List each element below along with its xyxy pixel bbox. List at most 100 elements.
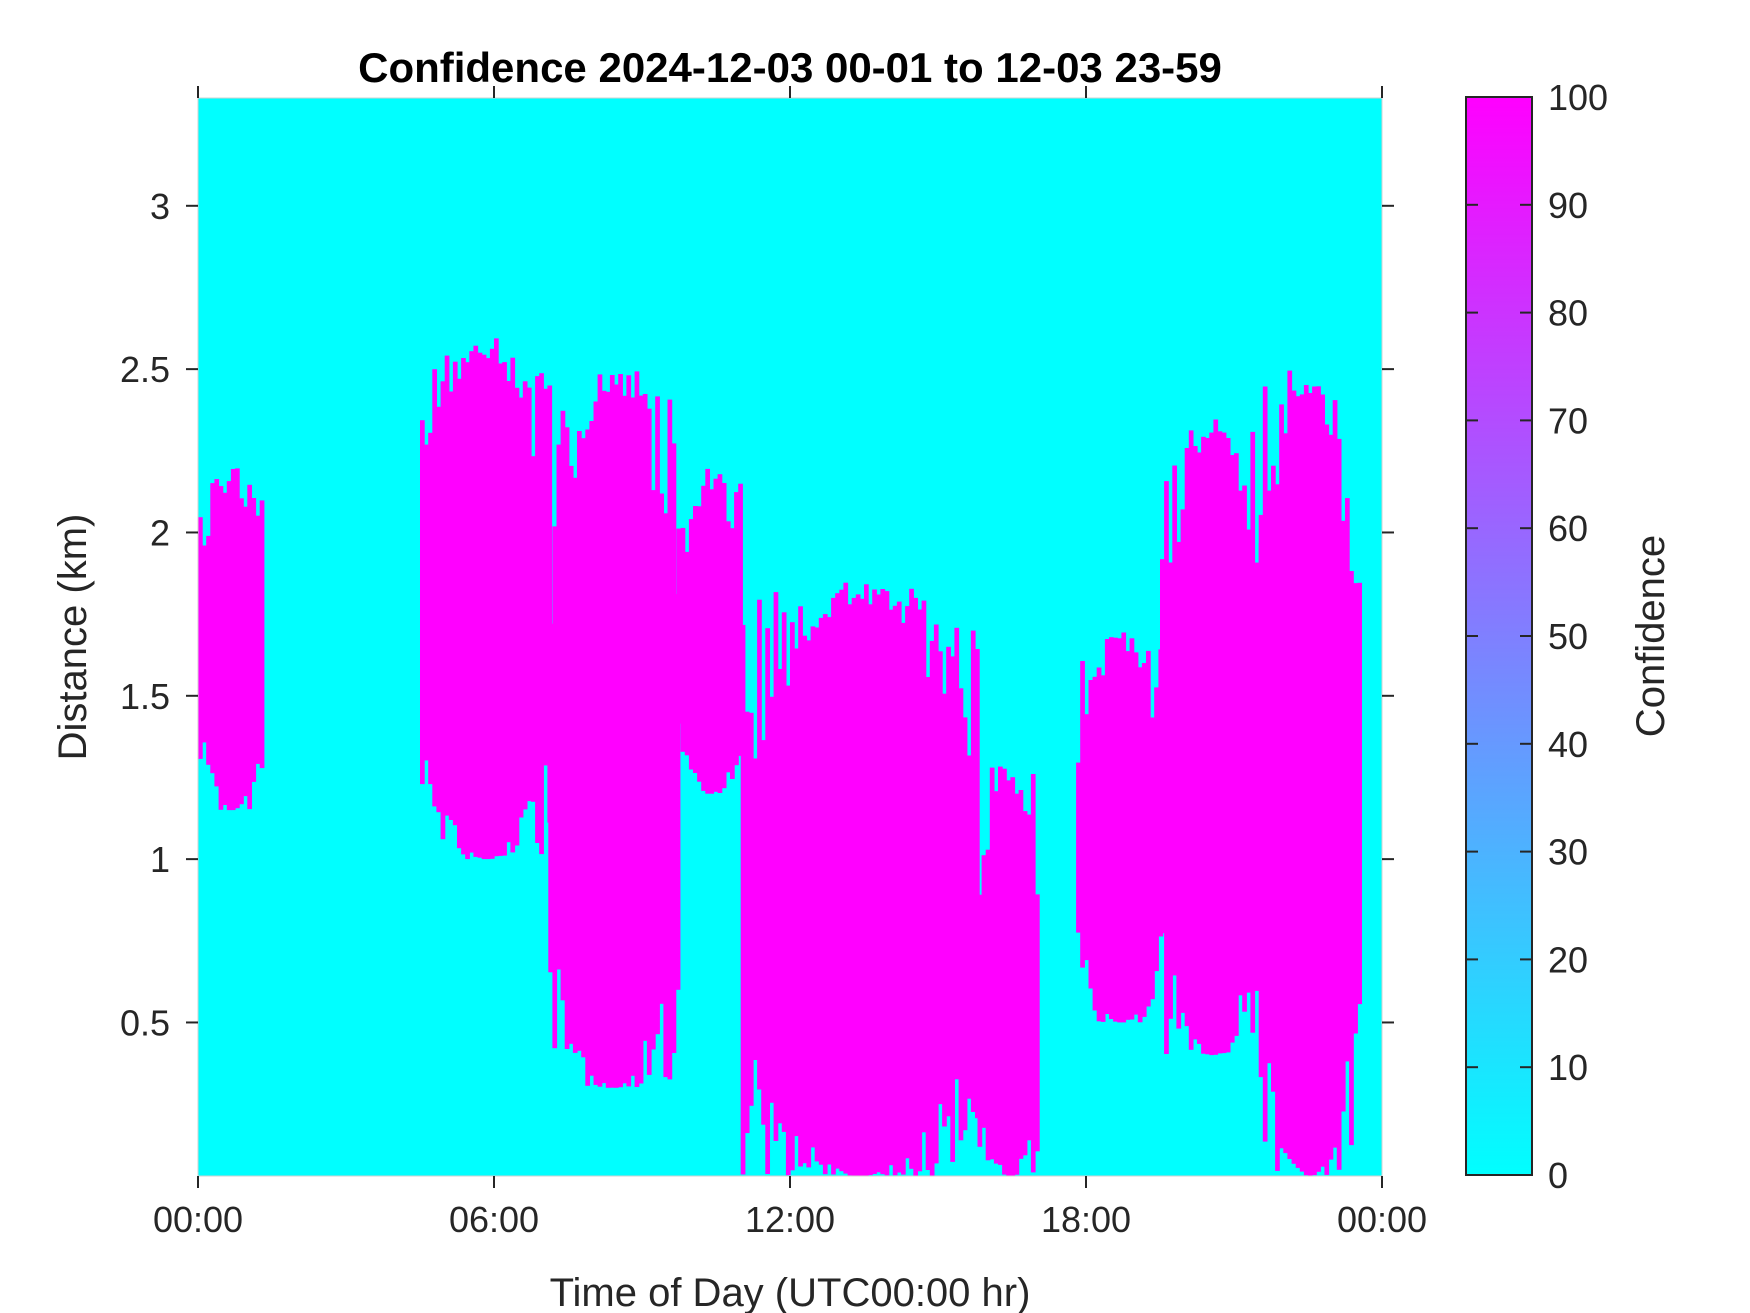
heatmap-cell <box>709 489 715 794</box>
heatmap-cell <box>473 345 479 857</box>
heatmap-cell <box>1238 490 1243 996</box>
heatmap-cell <box>646 408 652 1075</box>
heatmap-cell <box>905 606 910 1159</box>
heatmap-cell <box>802 635 808 1164</box>
heatmap-cell <box>721 483 727 789</box>
heatmap-cell <box>556 444 562 970</box>
heatmap-cell <box>510 357 516 853</box>
heatmap-cell <box>1357 582 1363 1005</box>
chart-title: Confidence 2024-12-03 00-01 to 12-03 23-… <box>358 44 1222 91</box>
x-tick-label: 00:00 <box>153 1199 243 1240</box>
heatmap-cell <box>1262 386 1268 1142</box>
heatmap-cell <box>761 740 766 1125</box>
heatmap-cell <box>605 391 611 1088</box>
heatmap-cell <box>239 498 244 805</box>
heatmap-cell <box>235 468 240 809</box>
heatmap-cell <box>1014 793 1020 1175</box>
heatmap-cell <box>913 597 919 1176</box>
heatmap-cell <box>1221 432 1227 1054</box>
heatmap-cell <box>469 351 475 853</box>
heatmap-cell <box>946 646 951 1117</box>
heatmap-cell <box>498 363 503 856</box>
heatmap-cell <box>880 589 886 1175</box>
heatmap-cell <box>1026 814 1032 1141</box>
heatmap-cell <box>859 598 865 1176</box>
colorbar-ticks: 0 10 20 30 40 50 60 70 80 90 100 <box>1466 77 1608 1196</box>
heatmap-cell <box>601 390 607 1084</box>
heatmap-cell <box>543 388 549 766</box>
heatmap-cell <box>1283 433 1289 1154</box>
heatmap-cell <box>705 468 711 794</box>
heatmap-cell <box>810 626 816 1148</box>
heatmap-cell <box>839 589 845 1172</box>
heatmap-cell <box>198 517 203 759</box>
x-tick-label: 12:00 <box>745 1199 835 1240</box>
heatmap-cell <box>1287 370 1293 1160</box>
y-tick-label: 1 <box>150 839 170 880</box>
heatmap-cell <box>535 376 540 843</box>
heatmap-cells <box>198 338 1363 1176</box>
heatmap-cell <box>970 630 976 1112</box>
heatmap-cell <box>259 500 265 769</box>
heatmap-cell <box>485 358 491 860</box>
heatmap-cell <box>966 755 972 1099</box>
heatmap-cell <box>892 605 898 1176</box>
heatmap-cell <box>868 604 873 1176</box>
heatmap-cell <box>547 385 553 823</box>
heatmap-cell <box>985 849 991 1161</box>
heatmap-cell <box>798 606 803 1167</box>
heatmap-cell <box>651 490 656 1050</box>
heatmap-cell <box>1279 404 1284 1149</box>
heatmap-cell <box>843 582 849 1174</box>
y-tick-label: 2 <box>150 512 170 553</box>
heatmap-cell <box>1197 452 1202 1044</box>
heatmap-cell <box>1275 484 1280 1171</box>
colorbar-tick-label: 80 <box>1548 293 1588 334</box>
heatmap-cell <box>1345 498 1350 1062</box>
heatmap-cell <box>539 373 544 855</box>
heatmap-cell <box>1209 432 1215 1056</box>
heatmap-cell <box>827 617 832 1165</box>
heatmap-cell <box>697 506 702 782</box>
heatmap-cell <box>243 506 248 797</box>
heatmap-cell <box>597 374 603 1087</box>
heatmap-cell <box>1146 650 1151 1007</box>
heatmap-cell <box>1188 430 1194 1050</box>
heatmap-cell <box>1154 687 1159 972</box>
heatmap-cell <box>1160 559 1165 934</box>
y-tick-label: 1.5 <box>120 676 170 717</box>
heatmap-cell <box>818 617 824 1165</box>
colorbar-tick-label: 90 <box>1548 185 1588 226</box>
heatmap-cell <box>1113 637 1118 1022</box>
heatmap-cell <box>1225 438 1231 1053</box>
heatmap-cell <box>896 601 902 1173</box>
heatmap-cell <box>1320 394 1326 1167</box>
heatmap-cell <box>954 627 960 1080</box>
heatmap-cell <box>1006 780 1011 1176</box>
heatmap-cell <box>218 486 224 810</box>
heatmap-cell <box>663 513 669 1078</box>
heatmap-cell <box>630 397 636 1076</box>
heatmap-cell <box>790 622 795 1171</box>
heatmap-cell <box>1100 675 1106 1022</box>
heatmap-cell <box>822 614 828 1175</box>
heatmap-cell <box>622 395 628 1084</box>
heatmap-cell <box>518 397 524 818</box>
heatmap-cell <box>1312 386 1317 1176</box>
heatmap-cell <box>655 396 660 1035</box>
y-axis: 0.5 1 1.5 2 2.5 3 <box>120 186 1394 1043</box>
heatmap-cell <box>769 696 775 1103</box>
heatmap-cell <box>814 627 820 1162</box>
heatmap-cell <box>693 506 698 773</box>
heatmap-cell <box>921 600 927 1133</box>
heatmap-cell <box>642 394 648 1041</box>
heatmap-cell <box>452 361 458 826</box>
heatmap-cell <box>1164 481 1169 1055</box>
heatmap-cell <box>765 628 771 1174</box>
heatmap-cell <box>526 387 532 802</box>
heatmap-cell <box>925 677 931 1170</box>
heatmap-cell <box>1088 680 1094 989</box>
heatmap-cell <box>1328 434 1334 1160</box>
heatmap-cell <box>609 375 615 1088</box>
heatmap-cell <box>1291 390 1297 1164</box>
